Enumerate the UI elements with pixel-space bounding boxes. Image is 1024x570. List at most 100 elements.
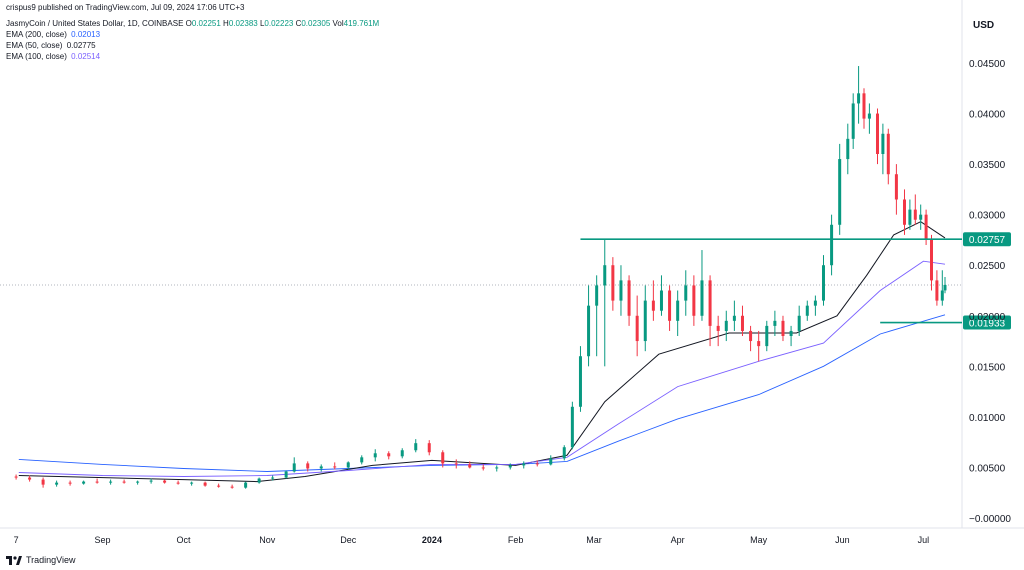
footer: TradingView (6, 555, 76, 565)
ema-100-row[interactable]: EMA (100, close) 0.02514 (6, 51, 379, 62)
symbol-title[interactable]: JasmyCoin / United States Dollar, 1D, CO… (6, 19, 184, 28)
candle (724, 310, 728, 342)
candle (441, 450, 445, 468)
time-tick-label: Dec (340, 535, 357, 545)
candle-body (940, 290, 944, 301)
candle-body (68, 482, 72, 484)
candle-body (749, 330, 753, 342)
ema-200-row[interactable]: EMA (200, close) 0.02013 (6, 29, 379, 40)
candle (136, 480, 140, 485)
candle-body (740, 315, 744, 331)
candle (875, 108, 879, 165)
legend-panel: JasmyCoin / United States Dollar, 1D, CO… (6, 18, 379, 62)
candle (373, 449, 377, 462)
candle-body (789, 330, 793, 336)
candle (919, 204, 923, 230)
candle-body (230, 486, 234, 488)
tradingview-logo-icon (6, 555, 22, 565)
candle-body (149, 480, 153, 482)
price-tick-label: −0.00000 (969, 514, 1011, 525)
volume-value: 419.761M (343, 19, 380, 28)
candle-body (244, 482, 248, 488)
ema-50-row[interactable]: EMA (50, close) 0.02775 (6, 40, 379, 51)
candle-body (908, 209, 912, 225)
ema-100-label: EMA (100, close) (6, 52, 67, 61)
candle-body (549, 458, 553, 465)
candle (908, 199, 912, 230)
candle-body (508, 465, 512, 468)
candle (122, 479, 126, 484)
candle-body (857, 93, 861, 104)
candle-body (257, 478, 261, 483)
horizontal-levels[interactable]: 0.02757 0.01933 (580, 232, 1011, 330)
candle (643, 285, 647, 352)
candle (659, 275, 663, 316)
level-price-tag[interactable] (963, 315, 1011, 330)
candle-body (659, 290, 663, 311)
price-tick-label: 0.03000 (969, 211, 1006, 222)
candle-body (427, 443, 431, 453)
currency-label[interactable]: USD (973, 20, 995, 31)
candle (217, 483, 221, 488)
candle (943, 277, 947, 294)
price-tick-label: 0.02500 (969, 261, 1006, 272)
candle-body (28, 477, 32, 480)
ema-lines (18, 221, 946, 483)
price-tick-label: 0.00500 (969, 463, 1006, 474)
candle (902, 189, 906, 235)
volume-label: Vol (332, 19, 344, 28)
candle (797, 305, 801, 336)
time-axis[interactable]: 7 Sep Oct Nov Dec 2024 Feb Mar Apr May Jun Jul (14, 535, 930, 545)
candle-body (306, 463, 310, 469)
ema-line (18, 221, 946, 483)
price-tick-label: 0.03500 (969, 160, 1006, 171)
candle (708, 275, 712, 347)
candle (400, 448, 404, 459)
candle (862, 88, 866, 129)
candle-body (894, 174, 898, 200)
ema-line (18, 314, 946, 472)
ohlc-high: 0.02383 (228, 19, 258, 28)
candle-body (708, 280, 712, 326)
time-tick-label: Nov (259, 535, 276, 545)
candle-body (813, 300, 817, 306)
candle (481, 464, 485, 471)
candle-body (881, 133, 885, 154)
candle-body (943, 284, 947, 291)
candle (570, 401, 574, 450)
ohlc-open: 0.02251 (191, 19, 221, 28)
candle (109, 479, 113, 485)
price-tick-label: 0.04500 (969, 59, 1006, 70)
candles (14, 66, 947, 489)
candle (789, 325, 793, 347)
level-price-tag[interactable] (963, 232, 1011, 247)
candle (387, 451, 391, 460)
candle-body (190, 482, 194, 484)
candle-body (929, 239, 933, 281)
candle-body (454, 463, 458, 465)
candle (319, 464, 323, 472)
candle-body (830, 224, 834, 266)
candle-body (136, 481, 140, 483)
ema-100-value: 0.02514 (71, 52, 101, 61)
candle-body (373, 453, 377, 458)
candle-body (643, 300, 647, 342)
candle-body (163, 480, 167, 483)
candle-body (765, 325, 769, 347)
candle (163, 479, 167, 484)
candle-body (522, 463, 526, 466)
time-tick-label: 2024 (422, 535, 442, 545)
candle (619, 265, 623, 316)
candle-body (851, 103, 855, 139)
candle (700, 250, 704, 321)
candle (82, 480, 86, 485)
time-tick-label: Sep (95, 535, 111, 545)
candle (14, 474, 18, 480)
price-axis[interactable]: 0.04500 0.04000 0.03500 0.03000 0.02500 0.020… (969, 59, 1011, 525)
candle (603, 239, 607, 367)
candle (508, 463, 512, 470)
candle-body (468, 464, 472, 468)
level-price-label: 0.02757 (969, 235, 1006, 246)
candle (846, 123, 850, 175)
